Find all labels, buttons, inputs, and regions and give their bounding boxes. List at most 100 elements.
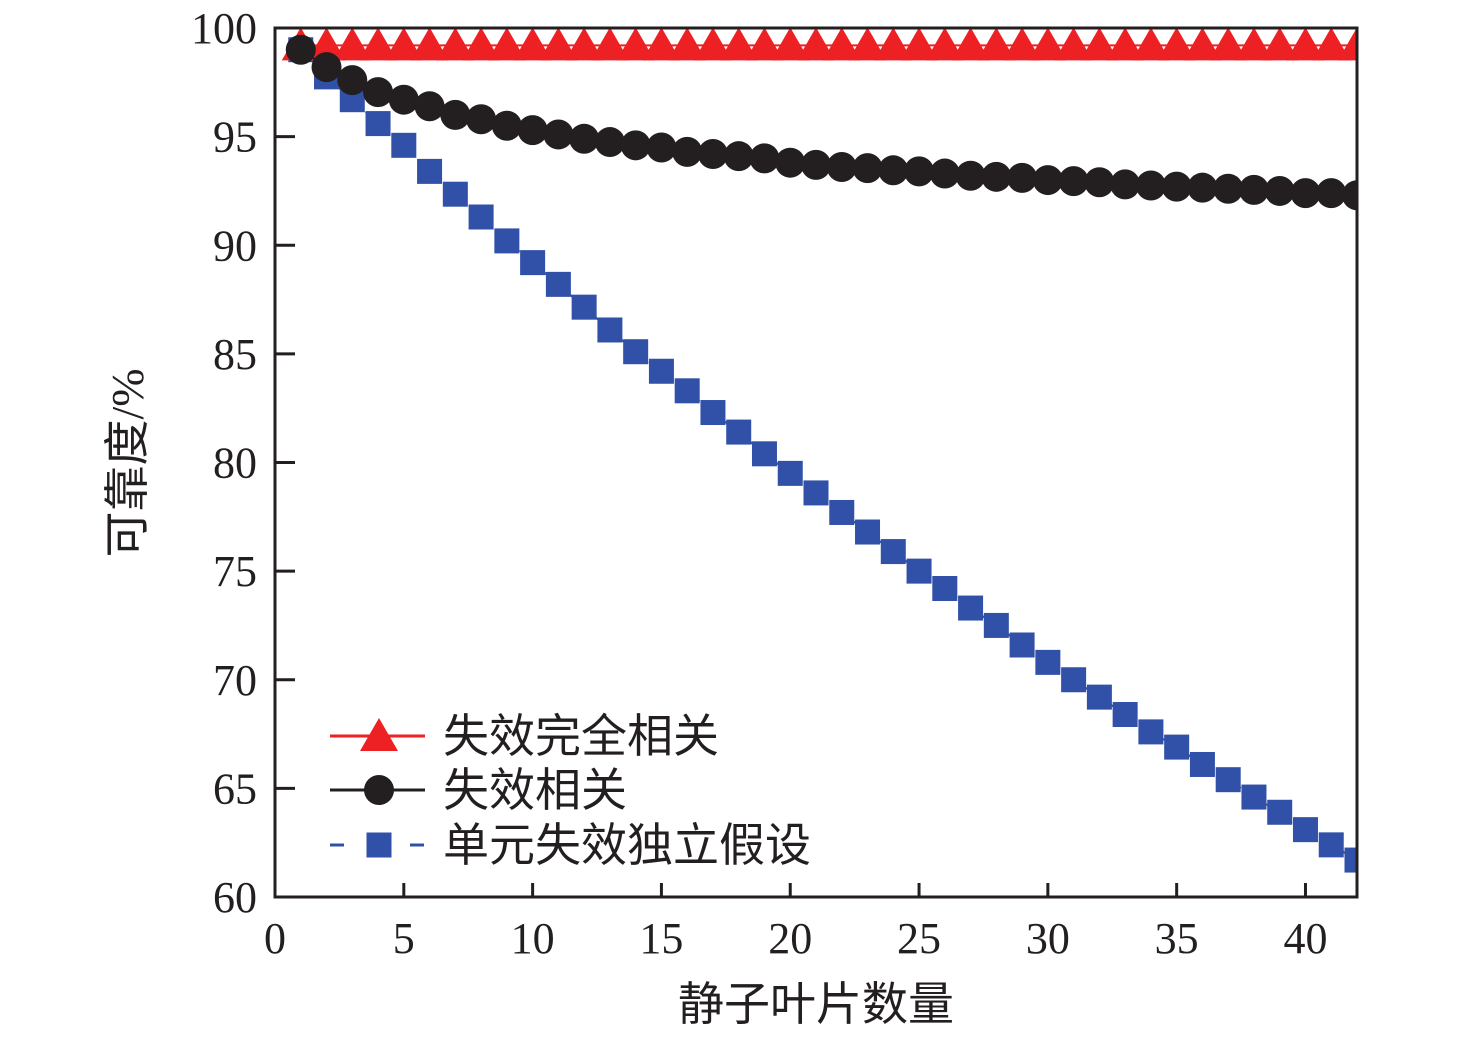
y-tick-label: 75 (213, 547, 257, 596)
data-point-circle (775, 147, 806, 178)
y-tick-label: 95 (213, 113, 257, 162)
data-point-square (1318, 832, 1344, 858)
data-point-circle (1135, 170, 1166, 201)
data-point-triangle (1234, 28, 1273, 61)
y-tick-label: 65 (213, 764, 257, 813)
data-point-square (648, 358, 674, 384)
data-point-square (1164, 734, 1190, 760)
data-point-triangle (616, 28, 655, 61)
y-tick-label: 60 (213, 873, 257, 922)
data-point-triangle (333, 28, 372, 61)
data-point-triangle (797, 28, 835, 61)
x-tick-label: 10 (511, 914, 555, 963)
data-point-square (880, 539, 906, 565)
data-point-circle (1007, 162, 1038, 193)
y-tick-label: 90 (213, 221, 257, 270)
data-point-square (1189, 751, 1215, 777)
data-point-circle (1238, 174, 1269, 205)
data-point-square (1061, 667, 1087, 693)
data-point-triangle (1028, 28, 1067, 61)
x-tick-label: 20 (768, 914, 812, 963)
data-point-triangle (642, 28, 681, 61)
data-point-triangle (668, 28, 707, 61)
legend-label: 失效完全相关 (443, 711, 719, 762)
series-circle (285, 34, 1357, 211)
data-point-triangle (1106, 28, 1145, 61)
data-point-triangle (771, 28, 810, 61)
data-point-triangle (719, 28, 758, 61)
data-point-triangle (487, 28, 526, 61)
legend-label: 失效相关 (443, 765, 627, 816)
legend-item: 失效完全相关 (330, 711, 719, 762)
data-point-square (365, 111, 391, 137)
x-tick-label: 35 (1155, 914, 1199, 963)
x-axis-label: 静子叶片数量 (678, 979, 954, 1030)
data-point-triangle (539, 28, 578, 61)
data-point-square (958, 595, 984, 621)
data-point-circle (904, 156, 935, 187)
data-point-triangle (565, 28, 604, 61)
series-square (288, 37, 1357, 873)
data-point-square (803, 480, 829, 506)
data-point-triangle (1260, 28, 1299, 61)
data-point-triangle (513, 28, 552, 61)
data-point-circle (414, 91, 445, 122)
x-tick-label: 40 (1283, 914, 1327, 963)
y-tick-label: 100 (191, 4, 257, 53)
series-triangle (281, 28, 1357, 61)
data-point-square (494, 228, 520, 254)
data-point-circle (801, 149, 831, 180)
data-point-circle (1032, 165, 1063, 196)
data-point-square (983, 612, 1009, 638)
data-point-square (674, 378, 700, 404)
data-point-triangle (1183, 28, 1222, 61)
legend-item: 单元失效独立假设 (330, 820, 811, 871)
data-point-triangle (693, 28, 732, 61)
data-point-circle (517, 115, 548, 146)
data-point-triangle (1338, 28, 1357, 61)
x-tick-label: 0 (264, 914, 286, 963)
data-point-square (700, 400, 726, 426)
data-point-square (545, 271, 571, 297)
data-point-circle (1187, 172, 1218, 203)
data-point-circle (594, 127, 625, 158)
data-point-circle (337, 65, 368, 96)
data-point-circle (929, 158, 960, 189)
data-point-triangle (977, 28, 1016, 61)
data-point-square (571, 294, 597, 320)
data-point-square (1241, 784, 1267, 810)
data-point-triangle (925, 28, 964, 61)
data-point-circle (1058, 166, 1089, 197)
data-point-circle (749, 143, 780, 174)
data-point-circle (1342, 180, 1357, 211)
data-point-circle (311, 52, 342, 83)
data-point-square (520, 250, 546, 276)
data-point-triangle (1080, 28, 1119, 61)
data-point-square (1344, 847, 1357, 873)
data-point-square (442, 181, 468, 207)
data-point-circle (697, 139, 728, 170)
data-point-square (1035, 649, 1061, 675)
data-point-circle (955, 160, 986, 191)
data-point-circle (723, 141, 754, 172)
legend-marker-triangle (360, 718, 398, 751)
legend-marker-circle (364, 775, 394, 805)
data-point-circle (363, 77, 394, 108)
data-point-triangle (307, 28, 346, 61)
data-point-square (1292, 817, 1318, 843)
data-point-triangle (590, 28, 629, 61)
data-point-triangle (1286, 28, 1325, 61)
data-point-triangle (1054, 28, 1093, 61)
data-point-square (906, 558, 932, 584)
legend-item: 失效相关 (330, 765, 627, 816)
x-tick-label: 25 (897, 914, 941, 963)
data-point-circle (826, 152, 857, 183)
data-point-circle (1290, 178, 1321, 209)
data-point-square (1138, 719, 1164, 745)
data-point-triangle (436, 28, 475, 61)
x-tick-label: 5 (393, 914, 415, 963)
data-point-circle (1264, 175, 1295, 206)
data-point-triangle (874, 28, 913, 61)
data-point-circle (569, 123, 600, 154)
